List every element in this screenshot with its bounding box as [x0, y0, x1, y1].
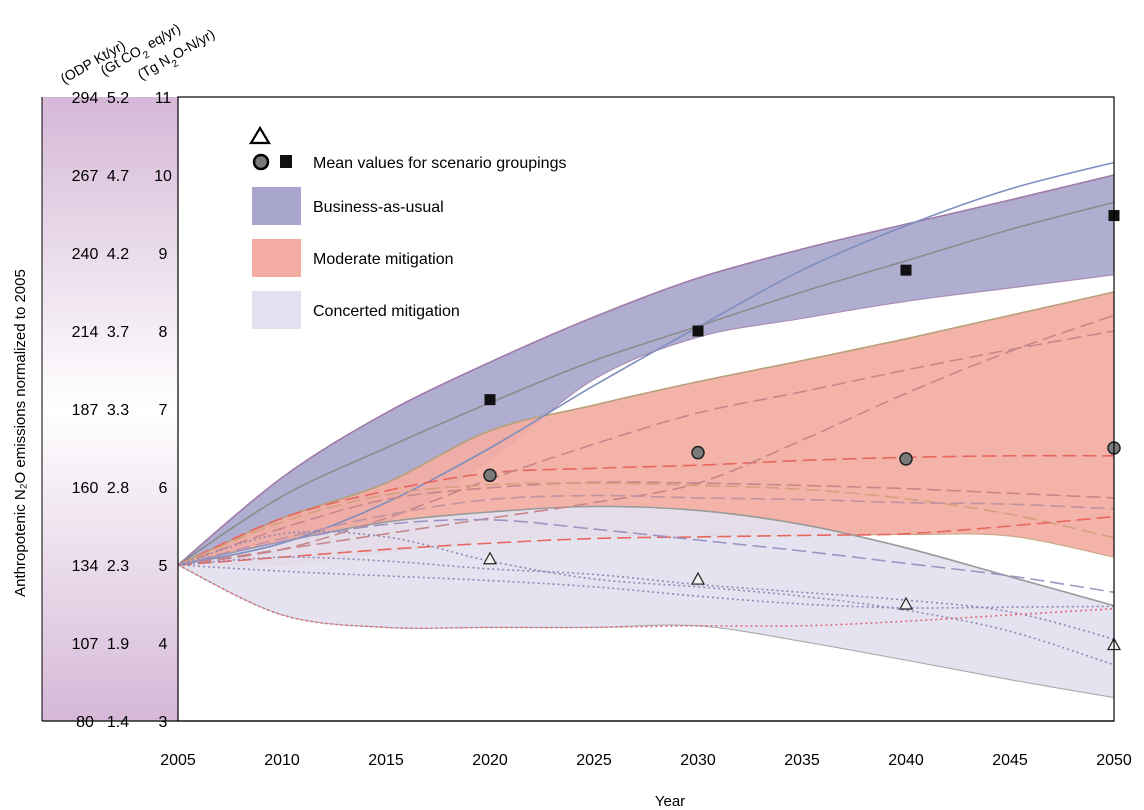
- x-tick-label: 2040: [888, 752, 924, 769]
- mean-marker-triangle: [482, 551, 498, 565]
- secondary-y-tick-label: 7: [159, 402, 168, 419]
- scenario-line: [177, 454, 1115, 566]
- band-area: [178, 292, 1114, 566]
- scenario-line: [177, 518, 1115, 594]
- secondary-y-tick-label: 267: [72, 168, 99, 185]
- legend-square-marker: [280, 155, 292, 168]
- scenario-line: [177, 314, 1115, 566]
- mean-marker-triangle: [690, 571, 706, 585]
- scenario-line: [177, 482, 1115, 566]
- mean-marker-circle: [899, 452, 913, 466]
- secondary-y-tick-label: 160: [72, 480, 99, 497]
- scenario-line: [177, 556, 1115, 640]
- secondary-y-tick-label: 1.4: [107, 714, 129, 731]
- plot-area: [42, 96, 1122, 722]
- band-upper-edge: [177, 291, 1115, 566]
- x-tick-label: 2050: [1096, 752, 1132, 769]
- scenario-line: [177, 481, 1115, 566]
- secondary-y-tick-label: 2.8: [107, 480, 129, 497]
- x-tick-label: 2020: [472, 752, 508, 769]
- secondary-y-tick-label: 240: [72, 246, 99, 263]
- legend-item-label: Concerted mitigation: [313, 303, 460, 320]
- secondary-y-tick-label: 3.7: [107, 324, 129, 341]
- x-tick-label: 2015: [368, 752, 404, 769]
- band-lower-edge: [177, 564, 1115, 699]
- secondary-y-tick-label: 4.2: [107, 246, 129, 263]
- scenario-line: [177, 201, 1115, 566]
- mean-marker-circle: [483, 468, 497, 483]
- mean-marker-square: [692, 325, 704, 337]
- band-area: [178, 175, 1114, 565]
- mean-marker-square: [484, 394, 496, 406]
- scenario-line: [177, 564, 1115, 609]
- scenario-line: [177, 564, 1115, 630]
- secondary-y-tick-label: 3: [159, 714, 168, 731]
- secondary-y-tick-label: 4.7: [107, 168, 129, 185]
- scenario-line: [177, 330, 1115, 566]
- legend: Mean values for scenario groupings Busine…: [249, 125, 566, 329]
- x-tick-label: 2010: [264, 752, 300, 769]
- x-tick-label: 2025: [576, 752, 612, 769]
- y-axis-title: Anthropotenic N₂O emissions normalized t…: [12, 269, 29, 597]
- x-tick-label: 2045: [992, 752, 1028, 769]
- legend-swatch: [252, 187, 301, 225]
- secondary-y-tick-label: 10: [154, 168, 172, 185]
- mean-marker-triangle: [898, 596, 914, 610]
- legend-mean-label: Mean values for scenario groupings: [313, 155, 566, 172]
- scenario-line: [177, 530, 1115, 666]
- axis-labels: 2005 2010 2015 2020 2025 2030 2035 2040 2045 2050…: [12, 269, 1132, 810]
- secondary-y-tick-label: 2.3: [107, 558, 129, 575]
- scenario-line: [177, 494, 1115, 566]
- band-upper-edge: [177, 505, 1115, 607]
- legend-swatch: [252, 239, 301, 277]
- x-tick-label: 2035: [784, 752, 820, 769]
- secondary-y-tick-label: 107: [72, 636, 99, 653]
- legend-circle-marker: [252, 153, 270, 171]
- axis-gradient-band: [42, 97, 178, 721]
- secondary-y-axis-panel: 801071341601872142402672941.41.92.32.83.…: [41, 20, 217, 731]
- x-tick-label: 2030: [680, 752, 716, 769]
- secondary-y-tick-label: 5: [159, 558, 168, 575]
- secondary-y-tick-label: 1.9: [107, 636, 129, 653]
- legend-item-label: Moderate mitigation: [313, 251, 454, 268]
- secondary-y-tick-label: 11: [155, 90, 172, 107]
- mean-marker-square: [900, 264, 912, 276]
- secondary-y-tick-label: 4: [159, 636, 168, 653]
- legend-item-label: Business-as-usual: [313, 199, 444, 216]
- secondary-y-tick-label: 5.2: [107, 90, 129, 107]
- secondary-y-tick-label: 134: [72, 558, 99, 575]
- secondary-y-tick-label: 6: [159, 480, 168, 497]
- secondary-y-tick-label: 3.3: [107, 402, 129, 419]
- secondary-y-tick-label: 187: [72, 402, 99, 419]
- x-axis-title: Year: [655, 793, 685, 810]
- secondary-y-tick-label: 214: [72, 324, 99, 341]
- scenario-line: [177, 161, 1115, 566]
- mean-marker-circle: [691, 445, 705, 460]
- band-upper-edge: [177, 174, 1115, 566]
- secondary-y-tick-label: 80: [76, 714, 94, 731]
- x-tick-label: 2005: [160, 752, 196, 769]
- band-area: [178, 506, 1114, 698]
- scenario-line: [177, 515, 1115, 566]
- legend-swatch: [252, 291, 301, 329]
- secondary-y-tick-label: 9: [159, 246, 168, 263]
- secondary-y-tick-label: 8: [159, 324, 168, 341]
- legend-triangle-marker: [249, 125, 271, 145]
- secondary-y-tick-label: 294: [72, 90, 99, 107]
